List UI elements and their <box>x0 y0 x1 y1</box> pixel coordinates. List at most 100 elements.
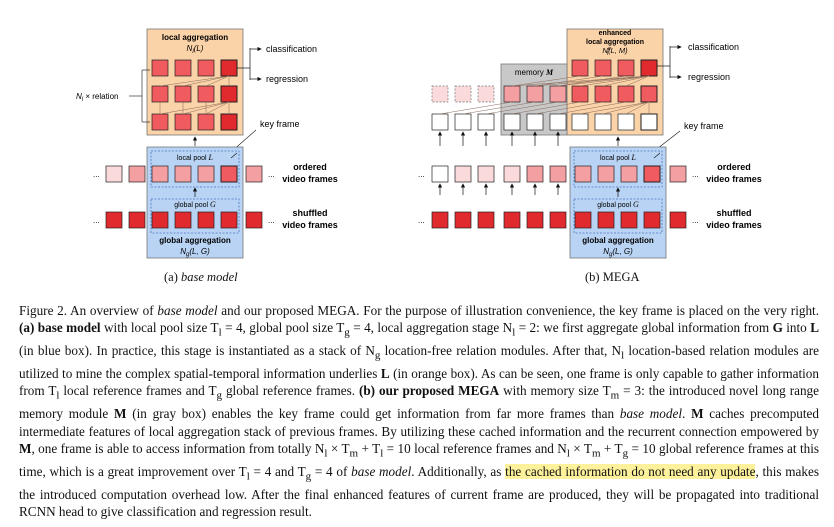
mega-ordered-frame <box>454 165 472 183</box>
ellipsis: ... <box>268 170 275 179</box>
mega-local-pool-cell <box>574 165 592 183</box>
mega-shuffled-frame <box>503 211 521 229</box>
ellipsis: ... <box>93 170 100 179</box>
mega-r2-cell <box>454 113 472 131</box>
ordered-frame <box>105 165 123 183</box>
mega-r1-cell <box>617 85 635 103</box>
agg-bottom-cell <box>220 113 238 131</box>
agg-mid-cell <box>220 85 238 103</box>
mega-local-pool-cell <box>643 165 661 183</box>
ellipsis: ... <box>418 170 425 179</box>
mega-ordered-frame <box>477 165 495 183</box>
mega-ordered-frame <box>549 165 567 183</box>
mega-top-cell <box>640 59 658 77</box>
mega-regression-label: regression <box>688 72 730 82</box>
global-pool-label: global pool G <box>174 200 216 209</box>
ordered-label-2: video frames <box>282 174 338 184</box>
mega-ordered-frame <box>526 165 544 183</box>
agg-mid-cell <box>151 85 169 103</box>
global-pool-cell <box>220 211 238 229</box>
highlighted-text: the cached information do not need any u… <box>505 463 756 479</box>
subfigure-a-caption: (a) base model <box>164 270 238 284</box>
mega-global-pool-box <box>573 198 663 234</box>
mega-r1-cell <box>594 85 612 103</box>
agg-mid-cell <box>174 85 192 103</box>
local-pool-label: local pool L <box>177 153 214 162</box>
regression-label: regression <box>266 74 308 84</box>
mega-r1-cell <box>640 85 658 103</box>
relation-label: Nl × relation <box>76 92 118 103</box>
mega-global-pool-label: global pool G <box>597 200 639 209</box>
mega-r2-cell <box>594 113 612 131</box>
mega-global-pool-cell <box>574 211 592 229</box>
figure-2-diagram: local aggregation Nl(L) Nl × relation <box>76 28 762 259</box>
shuffled-frame <box>128 211 146 229</box>
mega-shuffled-frame <box>669 211 687 229</box>
base-model-diagram: local aggregation Nl(L) Nl × relation <box>76 28 338 259</box>
shuffled-label-1: shuffled <box>293 208 328 218</box>
mega-r2-cell <box>571 113 589 131</box>
mega-key-frame-label: key frame <box>684 121 724 131</box>
ellipsis: ... <box>418 216 425 225</box>
mega-r2-cell <box>640 113 658 131</box>
enhanced-title-2: local aggregation <box>586 39 644 46</box>
shuffled-frame <box>105 211 123 229</box>
local-aggregation-title: local aggregation <box>162 33 228 42</box>
agg-top-cell <box>151 59 169 77</box>
mega-r2-cell <box>477 113 495 131</box>
classification-label: classification <box>266 44 317 54</box>
mega-ordered-frame <box>503 165 521 183</box>
figure-caption: Figure 2. An overview of base model and … <box>19 303 820 520</box>
mega-global-aggregation-symbol: Ng(L, G) <box>603 247 633 258</box>
mega-diagram: enhanced local aggregation Ne l(L, M) mem… <box>418 28 762 259</box>
mega-shuffled-frame <box>477 211 495 229</box>
local-pool-box <box>150 150 240 188</box>
mega-r2-cell <box>431 113 449 131</box>
mega-r2-cell <box>617 113 635 131</box>
mega-global-aggregation-title: global aggregation <box>582 236 654 245</box>
ordered-label-1: ordered <box>293 162 327 172</box>
mega-r1-cell <box>526 85 544 103</box>
mega-global-pool-cell <box>620 211 638 229</box>
mega-ordered-frame <box>669 165 687 183</box>
agg-top-cell <box>174 59 192 77</box>
mega-local-pool-cell <box>597 165 615 183</box>
mega-shuffled-frame <box>526 211 544 229</box>
ellipsis: ... <box>268 216 275 225</box>
mega-r1-cell <box>477 85 495 103</box>
mega-shuffled-label-1: shuffled <box>717 208 752 218</box>
mega-top-cell <box>571 59 589 77</box>
mega-ordered-label-1: ordered <box>717 162 751 172</box>
mega-shuffled-frame <box>549 211 567 229</box>
mega-r1-cell <box>503 85 521 103</box>
relation-lines <box>159 75 230 115</box>
global-pool-cell <box>151 211 169 229</box>
mega-local-pool-cell <box>620 165 638 183</box>
enhanced-title-1: enhanced <box>599 30 632 37</box>
mega-r1-cell <box>571 85 589 103</box>
global-pool-cell <box>197 211 215 229</box>
mega-ordered-label-2: video frames <box>706 174 762 184</box>
mega-r2-cell <box>549 113 567 131</box>
mega-r1-cell <box>431 85 449 103</box>
global-pool-cell <box>174 211 192 229</box>
agg-bottom-cell <box>151 113 169 131</box>
local-pool-cell <box>220 165 238 183</box>
mega-r2-cell <box>503 113 521 131</box>
global-pool-box <box>150 198 240 234</box>
agg-bottom-cell <box>174 113 192 131</box>
ellipsis: ... <box>692 216 699 225</box>
mega-shuffled-label-2: video frames <box>706 220 762 230</box>
mega-local-pool-box <box>573 150 663 188</box>
mega-classification-label: classification <box>688 42 739 52</box>
mega-shuffled-frame <box>454 211 472 229</box>
agg-top-cell <box>220 59 238 77</box>
subfigure-b-caption: (b) MEGA <box>585 270 640 284</box>
mega-global-pool-cell <box>643 211 661 229</box>
global-aggregation-title: global aggregation <box>159 236 231 245</box>
agg-bottom-cell <box>197 113 215 131</box>
ordered-frame <box>128 165 146 183</box>
memory-label: memory M <box>515 68 554 77</box>
mega-r1-cell <box>454 85 472 103</box>
ellipsis: ... <box>93 216 100 225</box>
